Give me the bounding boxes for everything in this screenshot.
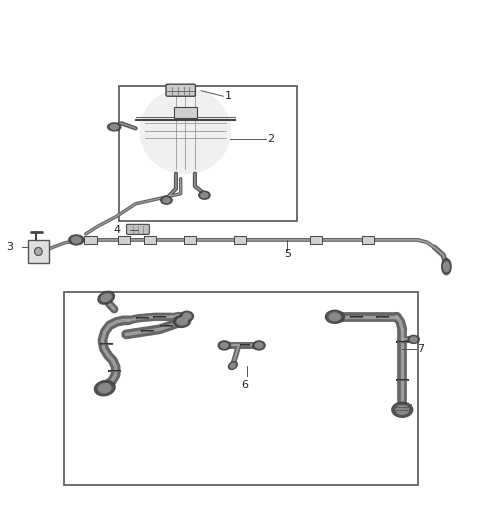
Ellipse shape xyxy=(221,343,228,348)
Bar xyxy=(64,292,418,485)
Ellipse shape xyxy=(163,198,170,203)
Ellipse shape xyxy=(396,405,408,415)
Ellipse shape xyxy=(69,235,84,245)
Circle shape xyxy=(35,247,42,256)
Text: 1: 1 xyxy=(225,91,232,101)
Ellipse shape xyxy=(329,313,341,321)
Bar xyxy=(362,236,374,244)
Ellipse shape xyxy=(101,294,111,302)
Bar xyxy=(310,236,322,244)
Ellipse shape xyxy=(255,343,263,348)
Bar xyxy=(144,236,156,244)
Ellipse shape xyxy=(183,313,191,320)
Ellipse shape xyxy=(199,191,210,199)
Ellipse shape xyxy=(392,402,413,417)
Ellipse shape xyxy=(98,384,111,393)
Ellipse shape xyxy=(253,341,265,350)
Bar xyxy=(234,236,246,244)
Ellipse shape xyxy=(95,380,115,396)
FancyBboxPatch shape xyxy=(127,225,149,234)
Ellipse shape xyxy=(161,196,172,204)
Ellipse shape xyxy=(410,337,417,342)
Ellipse shape xyxy=(140,88,230,174)
Bar xyxy=(118,236,130,244)
Ellipse shape xyxy=(408,335,420,343)
FancyBboxPatch shape xyxy=(28,240,49,263)
Text: 6: 6 xyxy=(241,379,248,390)
Text: 7: 7 xyxy=(417,344,424,355)
Text: 5: 5 xyxy=(285,249,291,259)
Ellipse shape xyxy=(108,123,121,131)
Ellipse shape xyxy=(180,311,193,322)
Ellipse shape xyxy=(442,259,451,275)
Bar xyxy=(184,236,196,244)
Ellipse shape xyxy=(110,124,118,130)
Ellipse shape xyxy=(98,291,114,304)
Text: 2: 2 xyxy=(267,135,275,144)
FancyBboxPatch shape xyxy=(166,84,195,96)
Text: 3: 3 xyxy=(7,242,13,252)
Ellipse shape xyxy=(444,262,449,271)
Bar xyxy=(119,86,297,221)
Ellipse shape xyxy=(218,341,230,350)
Text: 4: 4 xyxy=(113,225,120,235)
Ellipse shape xyxy=(72,237,81,243)
Ellipse shape xyxy=(325,310,344,323)
Ellipse shape xyxy=(174,315,191,327)
FancyBboxPatch shape xyxy=(174,107,197,118)
Ellipse shape xyxy=(230,363,236,368)
Ellipse shape xyxy=(177,318,187,325)
Bar xyxy=(84,236,96,244)
Ellipse shape xyxy=(228,362,237,369)
Ellipse shape xyxy=(201,193,208,198)
